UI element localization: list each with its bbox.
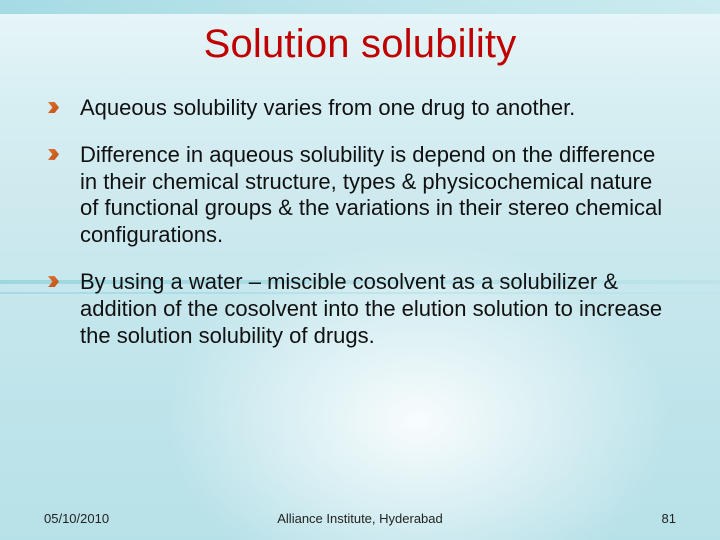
list-item: Aqueous solubility varies from one drug … — [58, 95, 676, 122]
list-item: By using a water – miscible cosolvent as… — [58, 269, 676, 349]
list-item: Difference in aqueous solubility is depe… — [58, 142, 676, 249]
footer-date: 05/10/2010 — [44, 511, 109, 526]
slide-title: Solution solubility — [44, 22, 676, 67]
slide-footer: 05/10/2010 Alliance Institute, Hyderabad… — [0, 511, 720, 526]
footer-page: 81 — [662, 511, 676, 526]
slide-container: Solution solubility Aqueous solubility v… — [0, 0, 720, 540]
bullet-list: Aqueous solubility varies from one drug … — [44, 95, 676, 350]
